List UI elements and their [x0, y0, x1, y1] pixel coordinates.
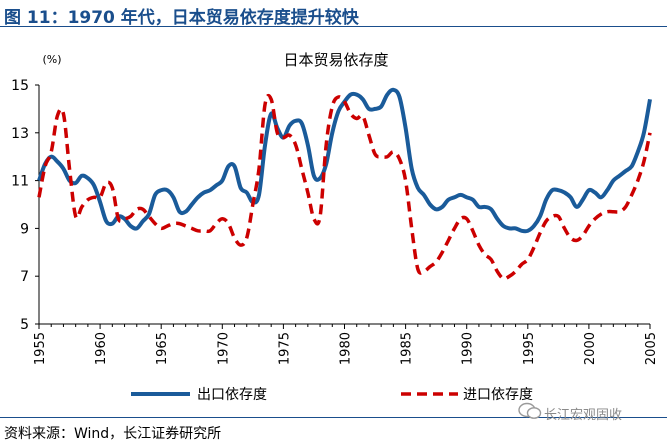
legend: 出口依存度 进口依存度	[131, 387, 533, 403]
y-tick-label: 5	[20, 317, 29, 333]
series-layer	[37, 87, 652, 281]
series-line-export	[37, 87, 652, 234]
watermark: 长江宏观固收	[544, 408, 623, 423]
x-tick-label: 1970	[216, 332, 231, 365]
line-chart: 日本贸易依存度 (%) 5 7 9 11 13 15 1955 1960 1965 1970 197…	[11, 51, 659, 403]
header-rule	[0, 26, 667, 27]
y-tick-label: 13	[11, 126, 29, 142]
x-tick-label: 2000	[583, 332, 598, 365]
x-tick-label: 1980	[339, 332, 354, 365]
x-tick-label: 1955	[33, 332, 48, 365]
x-tick-label: 1965	[155, 332, 170, 365]
x-tick-label: 1995	[522, 332, 537, 365]
y-tick-label: 7	[20, 269, 29, 285]
y-tick-label: 11	[11, 174, 29, 190]
series-line-import	[37, 93, 652, 281]
x-tick-label: 2005	[644, 332, 659, 365]
source-note: 资料来源：Wind，长江证券研究所	[4, 426, 222, 442]
legend-export-label: 出口依存度	[197, 387, 267, 403]
y-axis-unit: (%)	[42, 53, 61, 66]
x-tick-label: 1975	[277, 332, 292, 365]
header: 图 11：1970 年代，日本贸易依存度提升较快	[0, 0, 667, 28]
footer-rule	[0, 417, 667, 418]
x-tick-label: 1990	[461, 332, 476, 365]
x-tick-label: 1960	[94, 332, 109, 365]
chart-title: 日本贸易依存度	[283, 51, 388, 69]
y-tick-label: 15	[11, 78, 29, 94]
x-tick-label: 1985	[400, 332, 415, 365]
legend-import-label: 进口依存度	[463, 387, 533, 403]
wechat-icon	[518, 402, 542, 419]
axes: 5 7 9 11 13 15 1955 1960 1965 1970 1975 1980 1985 199…	[11, 78, 659, 365]
figure-title: 图 11：1970 年代，日本贸易依存度提升较快	[4, 8, 359, 28]
y-tick-label: 9	[20, 221, 29, 237]
